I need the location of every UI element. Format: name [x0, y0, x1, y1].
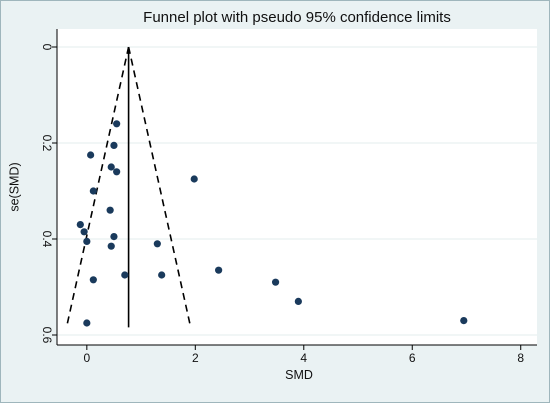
study-point	[113, 120, 121, 128]
study-point	[190, 175, 198, 183]
study-points	[76, 120, 468, 327]
plot-area	[57, 29, 537, 345]
study-point	[89, 187, 97, 195]
study-point	[110, 141, 118, 149]
study-point	[106, 206, 114, 214]
study-point	[158, 271, 166, 279]
chart-title: Funnel plot with pseudo 95% confidence l…	[143, 9, 451, 26]
study-point	[110, 233, 118, 241]
study-point	[107, 163, 115, 171]
study-point	[153, 240, 161, 248]
y-tick-label: 0.6	[40, 327, 54, 344]
y-tick-label: 0.2	[40, 135, 54, 152]
grid-lines	[57, 46, 537, 336]
study-point	[121, 271, 129, 279]
x-axis-label: SMD	[285, 368, 313, 382]
x-tick-label: 4	[300, 351, 307, 365]
study-point	[294, 297, 302, 305]
study-point	[271, 278, 280, 286]
x-tick-label: 0	[83, 351, 90, 365]
study-point	[80, 228, 88, 236]
y-axis-label: se(SMD)	[7, 162, 21, 211]
study-point	[76, 221, 84, 229]
axes: 0 2 4 6 8 0 0.2 0.4 0.6	[40, 29, 537, 365]
study-point	[83, 319, 91, 327]
x-tick-label: 6	[409, 351, 416, 365]
y-tick-label: 0.4	[40, 231, 54, 248]
study-point	[460, 317, 468, 325]
y-tick-label: 0	[40, 44, 54, 51]
study-point	[107, 242, 115, 250]
study-point	[89, 276, 97, 284]
study-point	[215, 266, 223, 274]
study-point	[113, 168, 121, 176]
study-point	[83, 237, 91, 245]
x-tick-label: 2	[192, 351, 199, 365]
x-tick-label: 8	[517, 351, 524, 365]
funnel-lines	[66, 46, 192, 328]
study-point	[87, 151, 95, 159]
